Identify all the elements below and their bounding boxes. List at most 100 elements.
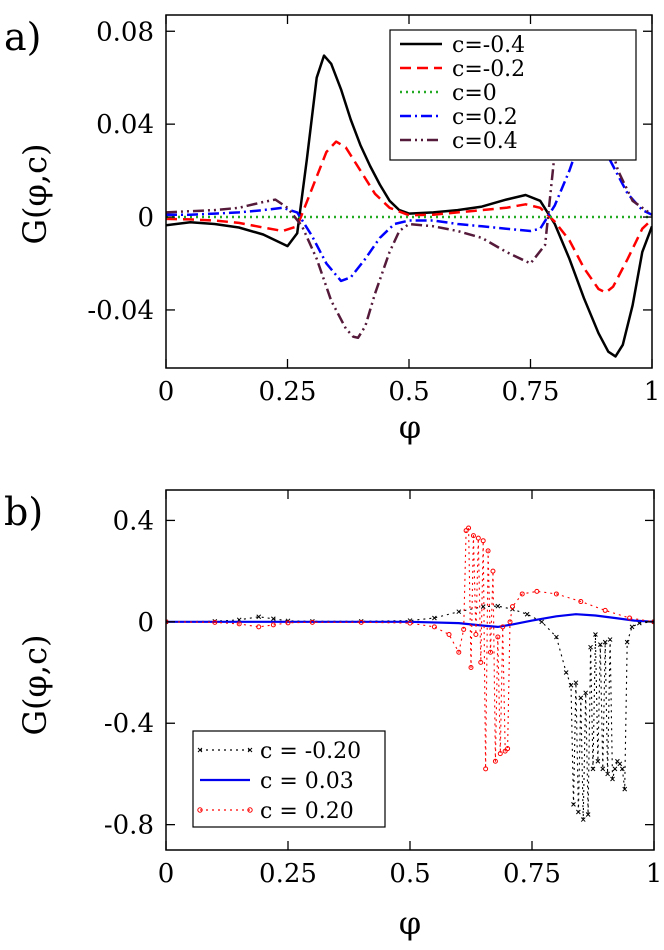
data-point xyxy=(475,535,481,541)
data-point xyxy=(495,603,501,609)
series-line xyxy=(166,613,654,629)
data-point xyxy=(270,622,276,628)
series-line xyxy=(166,54,652,358)
data-point xyxy=(593,632,598,637)
data-point xyxy=(607,637,613,642)
data-point xyxy=(617,761,623,767)
data-point xyxy=(629,624,635,630)
panel-a-ticks xyxy=(165,15,653,368)
x-tick-label: 0.5 xyxy=(388,377,429,407)
data-point xyxy=(622,786,628,792)
data-point xyxy=(553,591,559,597)
x-tick-label: 0.25 xyxy=(259,859,317,889)
legend-marker xyxy=(197,807,203,813)
data-point xyxy=(573,680,579,686)
panel-a-tick-labels: 0 0.25 0.5 0.75 1 -0.04 0 0.04 0.08 xyxy=(87,17,660,407)
data-point xyxy=(285,620,291,626)
data-point xyxy=(236,621,242,627)
data-point xyxy=(485,548,491,554)
data-point xyxy=(456,609,462,615)
data-point xyxy=(271,616,276,622)
panel-a-x-label: φ xyxy=(399,408,421,446)
panel-a-legend-box xyxy=(389,29,637,161)
data-point xyxy=(492,758,498,764)
data-point xyxy=(600,766,606,772)
panel-b-legend: c = -0.20 c = 0.03 c = 0.20 xyxy=(192,730,386,828)
data-point xyxy=(524,611,530,617)
panel-b-tick-labels: 0 0.25 0.5 0.75 1 -0.8 -0.4 0 0.4 xyxy=(104,506,662,889)
panel-b: b) φ G(φ,c) 0 0.25 0.5 0.75 1 -0.8 -0.4 0 0.4 c … xyxy=(4,489,662,942)
data-point xyxy=(590,766,596,772)
data-point xyxy=(619,766,625,772)
panel-a-y-label: G(φ,c) xyxy=(16,143,54,244)
data-point xyxy=(568,682,574,688)
data-point xyxy=(576,809,581,815)
data-point xyxy=(602,607,608,613)
panel-b-series xyxy=(166,525,654,822)
legend-label: c = 0.03 xyxy=(260,769,354,794)
y-tick-label: -0.8 xyxy=(104,811,154,841)
data-point xyxy=(554,634,559,640)
data-point xyxy=(473,632,479,638)
data-point xyxy=(534,588,540,594)
legend-label: c=0.4 xyxy=(452,129,518,154)
panel-a: a) φ G(φ,c) 0 0.25 0.5 0.75 1-0.0400.040.08 … xyxy=(4,14,660,446)
legend-label: c=-0.2 xyxy=(452,57,525,82)
data-point xyxy=(612,766,618,772)
data-point xyxy=(212,619,218,625)
panel-b-label: b) xyxy=(4,490,43,534)
legend-label: c=0 xyxy=(452,81,497,106)
data-point xyxy=(588,644,593,650)
data-point xyxy=(627,615,633,621)
legend-marker xyxy=(247,747,253,753)
legend-label: c=0.2 xyxy=(452,105,518,130)
data-point xyxy=(507,619,513,625)
legend-label: c = -0.20 xyxy=(260,739,361,764)
data-point xyxy=(585,812,591,817)
panel-b-x-label: φ xyxy=(399,904,421,942)
panel-b-y-label: G(φ,c) xyxy=(16,634,54,735)
y-tick-label: 0.4 xyxy=(113,506,154,536)
x-tick-label: 0 xyxy=(158,377,175,407)
y-tick-label: -0.04 xyxy=(87,296,154,326)
data-point xyxy=(478,659,484,665)
data-point xyxy=(495,634,501,640)
x-tick-label: 1 xyxy=(644,377,661,407)
data-point xyxy=(446,632,452,638)
data-point xyxy=(358,619,364,625)
data-point xyxy=(480,538,486,544)
y-tick-label: 0 xyxy=(137,203,154,233)
data-point xyxy=(488,649,494,655)
data-point xyxy=(595,758,601,764)
panel-a-label: a) xyxy=(4,15,41,59)
x-tick-label: 0.75 xyxy=(503,859,561,889)
data-point xyxy=(309,619,315,625)
data-point xyxy=(580,817,586,822)
data-point xyxy=(583,690,589,696)
legend-label: c = 0.20 xyxy=(260,799,354,824)
data-point xyxy=(256,624,262,630)
data-point xyxy=(256,614,262,620)
data-point xyxy=(407,620,413,626)
data-point xyxy=(578,695,584,701)
data-point xyxy=(432,615,437,621)
x-tick-label: 1 xyxy=(646,859,663,889)
data-point xyxy=(505,746,511,752)
data-point xyxy=(483,766,489,772)
y-tick-label: 0 xyxy=(137,608,154,638)
data-point xyxy=(456,649,462,655)
data-point xyxy=(468,664,474,670)
y-tick-label: 0.04 xyxy=(96,110,154,140)
data-point xyxy=(519,591,525,597)
data-point xyxy=(500,624,506,630)
data-point xyxy=(610,776,615,782)
panel-b-ticks xyxy=(165,490,655,850)
data-point xyxy=(509,604,515,610)
data-point xyxy=(605,771,610,777)
data-point xyxy=(497,751,503,757)
x-tick-label: 0.5 xyxy=(389,859,430,889)
y-tick-label: -0.4 xyxy=(104,709,154,739)
data-point xyxy=(597,642,603,648)
